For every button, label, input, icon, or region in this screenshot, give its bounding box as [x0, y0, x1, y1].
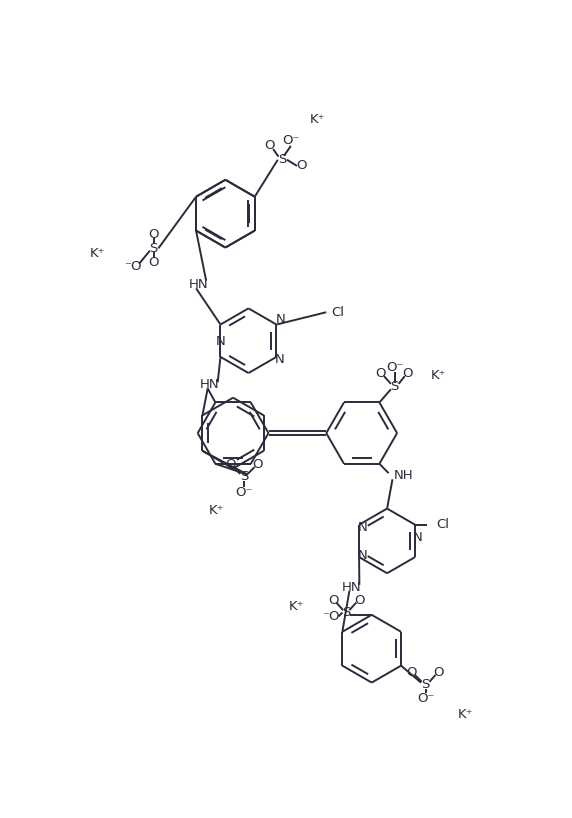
Text: O: O — [225, 458, 236, 471]
Text: HN: HN — [189, 278, 208, 291]
Text: O⁻: O⁻ — [235, 486, 253, 499]
Text: S: S — [342, 606, 351, 619]
Text: O⁻: O⁻ — [417, 692, 434, 705]
Text: Cl: Cl — [331, 306, 344, 319]
Text: O: O — [376, 367, 386, 380]
Text: N: N — [275, 353, 284, 366]
Text: N: N — [276, 313, 285, 326]
Text: K⁺: K⁺ — [310, 113, 325, 126]
Text: N: N — [358, 521, 367, 534]
Text: O: O — [149, 256, 159, 268]
Text: S: S — [240, 470, 248, 483]
Text: NH: NH — [394, 469, 414, 482]
Text: Cl: Cl — [436, 519, 450, 531]
Text: O: O — [264, 139, 275, 152]
Text: O: O — [252, 458, 263, 471]
Text: O⁻: O⁻ — [282, 134, 300, 147]
Text: K⁺: K⁺ — [90, 247, 105, 260]
Text: O: O — [354, 594, 364, 607]
Text: S: S — [278, 153, 287, 166]
Text: O: O — [407, 666, 417, 679]
Text: S: S — [422, 678, 430, 691]
Text: O: O — [403, 367, 413, 380]
Text: S: S — [150, 242, 158, 255]
Text: N: N — [413, 531, 423, 543]
Text: K⁺: K⁺ — [209, 504, 225, 517]
Text: N: N — [358, 549, 367, 562]
Text: ⁻O: ⁻O — [124, 259, 142, 272]
Text: O: O — [149, 228, 159, 241]
Text: HN: HN — [200, 378, 220, 391]
Text: N: N — [216, 335, 225, 348]
Text: K⁺: K⁺ — [288, 600, 304, 613]
Text: O: O — [296, 160, 307, 173]
Text: O⁻: O⁻ — [386, 362, 403, 374]
Text: S: S — [391, 380, 399, 393]
Text: O: O — [328, 594, 339, 607]
Text: K⁺: K⁺ — [431, 369, 446, 382]
Text: HN: HN — [342, 581, 362, 594]
Text: ⁻O: ⁻O — [322, 610, 340, 622]
Text: O: O — [434, 666, 444, 679]
Text: K⁺: K⁺ — [458, 708, 474, 721]
